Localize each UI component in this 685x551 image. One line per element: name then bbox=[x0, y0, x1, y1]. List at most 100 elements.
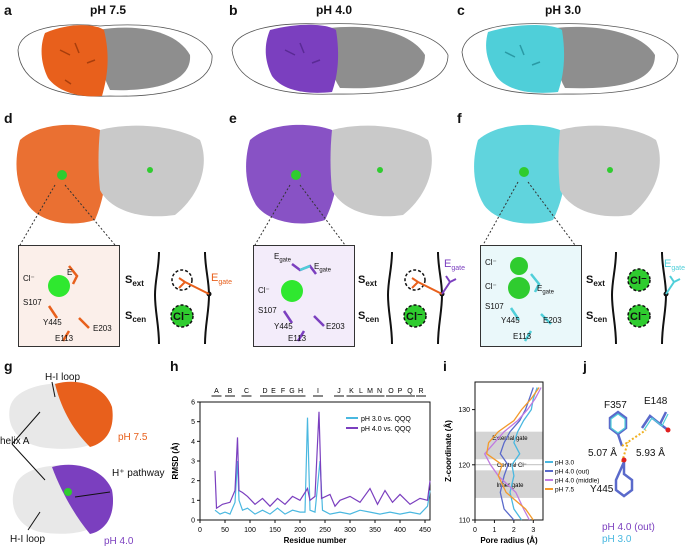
g-hi-loop-bottom: H-I loop bbox=[10, 534, 46, 545]
i-series-line bbox=[483, 387, 542, 521]
j-legend-ph40: pH 4.0 (out) bbox=[602, 522, 655, 533]
i-series-line bbox=[499, 387, 534, 521]
i-legend-label: pH 4.0 (middle) bbox=[555, 478, 599, 485]
i-xlabel: Pore radius (Å) bbox=[480, 536, 538, 545]
schematic-ph40: Sext Scen Cl⁻ Egate bbox=[358, 250, 465, 346]
h-helix-label: C bbox=[244, 388, 249, 395]
h-helix-label: O bbox=[388, 388, 394, 395]
h-helix-label: D bbox=[262, 388, 267, 395]
i-xtick-label: 2 bbox=[512, 527, 516, 534]
h-helix-label: K bbox=[349, 388, 354, 395]
zoom-f-y445: Y445 bbox=[501, 316, 520, 325]
panel-label-i: i bbox=[443, 358, 447, 374]
cartoon-row bbox=[16, 124, 660, 246]
panel-j: F357 E148 5.07 Å 5.93 Å Y445 pH 4.0 (out… bbox=[588, 372, 685, 551]
schem-d-cl: Cl⁻ bbox=[173, 311, 190, 323]
zoom-box-ph75: Cl⁻ E S107 Y445 E203 E113 bbox=[18, 245, 120, 347]
zoom-e-e203: E203 bbox=[326, 322, 345, 331]
h-xtick-label: 400 bbox=[394, 527, 406, 534]
density-map-ph75 bbox=[17, 24, 213, 97]
h-helix-label: B bbox=[228, 388, 233, 395]
i-xtick-label: 3 bbox=[531, 527, 535, 534]
zoom-d-cl: Cl⁻ bbox=[23, 274, 35, 283]
j-y445: Y445 bbox=[590, 484, 614, 495]
zoom-e-s107: S107 bbox=[258, 306, 277, 315]
j-legend-ph30: pH 3.0 bbox=[602, 534, 632, 545]
h-helix-label: M bbox=[367, 388, 373, 395]
zoom-e-egate1: Egate bbox=[274, 252, 292, 264]
density-maps bbox=[17, 23, 679, 97]
h-ylabel: RMSD (Å) bbox=[171, 442, 180, 479]
j-e148: E148 bbox=[644, 396, 668, 407]
zoom-box-ph30: Cl⁻ Cl⁻ Egate S107 Y445 E203 E113 bbox=[480, 245, 582, 347]
i-ytick-label: 130 bbox=[458, 407, 470, 414]
schem-f-cl1: Cl⁻ bbox=[630, 275, 647, 287]
zoom-f-e113: E113 bbox=[513, 332, 532, 341]
schem-f-cl2: Cl⁻ bbox=[630, 311, 647, 323]
zoom-f-cl2: Cl⁻ bbox=[485, 282, 497, 291]
schem-d-scen: Scen bbox=[125, 310, 147, 325]
pore-radius-chart: 0 1 2 3 110 120 130 Pore radius (Å) Z-coordinate… bbox=[444, 381, 599, 545]
i-legend-label: pH 4.0 (out) bbox=[555, 469, 589, 476]
i-legend-label: pH 7.5 bbox=[555, 487, 575, 494]
schem-f-sext: Sext bbox=[586, 274, 605, 289]
panel-label-f: f bbox=[457, 110, 462, 126]
density-map-ph30 bbox=[461, 23, 679, 95]
panel-g: H-I loop helix A H⁺ pathway H-I loop pH … bbox=[0, 372, 165, 551]
panel-label-j: j bbox=[583, 358, 587, 374]
schem-e-scen: Scen bbox=[358, 310, 380, 325]
h-xlabel: Residue number bbox=[284, 536, 347, 545]
i-series-line bbox=[509, 387, 538, 521]
h-xtick-label: 0 bbox=[198, 527, 202, 534]
rmsd-chart: 0 50 100 150 200 250 300 350 400 450 0 1 2 3 4 5 6 Residu… bbox=[171, 388, 431, 545]
panel-label-h: h bbox=[170, 358, 179, 374]
zoom-f-cl1: Cl⁻ bbox=[485, 258, 497, 267]
h-xtick-label: 150 bbox=[269, 527, 281, 534]
h-ytick-label: 6 bbox=[191, 400, 195, 407]
zoom-d-e113: E113 bbox=[55, 334, 74, 343]
i-xtick-label: 0 bbox=[473, 527, 477, 534]
panel-label-e: e bbox=[229, 110, 237, 126]
h-xtick-label: 350 bbox=[369, 527, 381, 534]
h-legend-label: pH 4.0 vs. QQQ bbox=[361, 426, 411, 433]
zoom-f-egate: Egate bbox=[537, 284, 555, 296]
j-dist2: 5.93 Å bbox=[636, 448, 665, 459]
h-helix-label: P bbox=[398, 388, 403, 395]
panel-label-b: b bbox=[229, 2, 238, 18]
panel-label-a: a bbox=[4, 2, 12, 18]
cartoon-ph30 bbox=[474, 124, 660, 224]
h-helix-label: F bbox=[281, 388, 285, 395]
h-legend-label: pH 3.0 vs. QQQ bbox=[361, 416, 411, 423]
g-hplus: H⁺ pathway bbox=[112, 468, 165, 479]
schem-d-sext: Sext bbox=[125, 274, 144, 289]
i-annot-inner: Inner gate bbox=[496, 483, 524, 489]
i-xtick-label: 1 bbox=[492, 527, 496, 534]
zoom-box-ph40: Egate Egate Cl⁻ S107 Y445 E203 E113 bbox=[253, 245, 355, 347]
h-helix-label: L bbox=[359, 388, 363, 395]
zoom-e-y445: Y445 bbox=[274, 322, 293, 331]
h-series-line bbox=[214, 411, 431, 510]
i-band-inner bbox=[475, 470, 543, 498]
h-ytick-label: 5 bbox=[191, 419, 195, 426]
schem-d-egate: Egate bbox=[211, 272, 232, 287]
i-band-external bbox=[475, 431, 543, 460]
i-ylabel: Z-coordinate (Å) bbox=[444, 420, 453, 482]
zoom-d-e203: E203 bbox=[93, 324, 112, 333]
h-helix-label: Q bbox=[407, 388, 413, 395]
i-ytick-label: 120 bbox=[458, 462, 470, 469]
schem-f-scen: Scen bbox=[586, 310, 608, 325]
g-ph40: pH 4.0 bbox=[104, 536, 134, 547]
schem-e-egate: Egate bbox=[444, 258, 465, 273]
h-helix-label: I bbox=[317, 388, 319, 395]
cartoon-ph40 bbox=[246, 124, 432, 224]
schem-e-sext: Sext bbox=[358, 274, 377, 289]
i-series-line bbox=[485, 387, 540, 521]
j-f357: F357 bbox=[604, 400, 627, 411]
schem-e-cl: Cl⁻ bbox=[406, 311, 423, 323]
h-xtick-label: 300 bbox=[344, 527, 356, 534]
i-legend-label: pH 3.0 bbox=[555, 460, 575, 467]
schem-f-egate: Egate bbox=[664, 258, 685, 273]
zoom-d-y445: Y445 bbox=[43, 318, 62, 327]
h-ytick-label: 2 bbox=[191, 478, 195, 485]
h-ytick-label: 0 bbox=[191, 518, 195, 525]
